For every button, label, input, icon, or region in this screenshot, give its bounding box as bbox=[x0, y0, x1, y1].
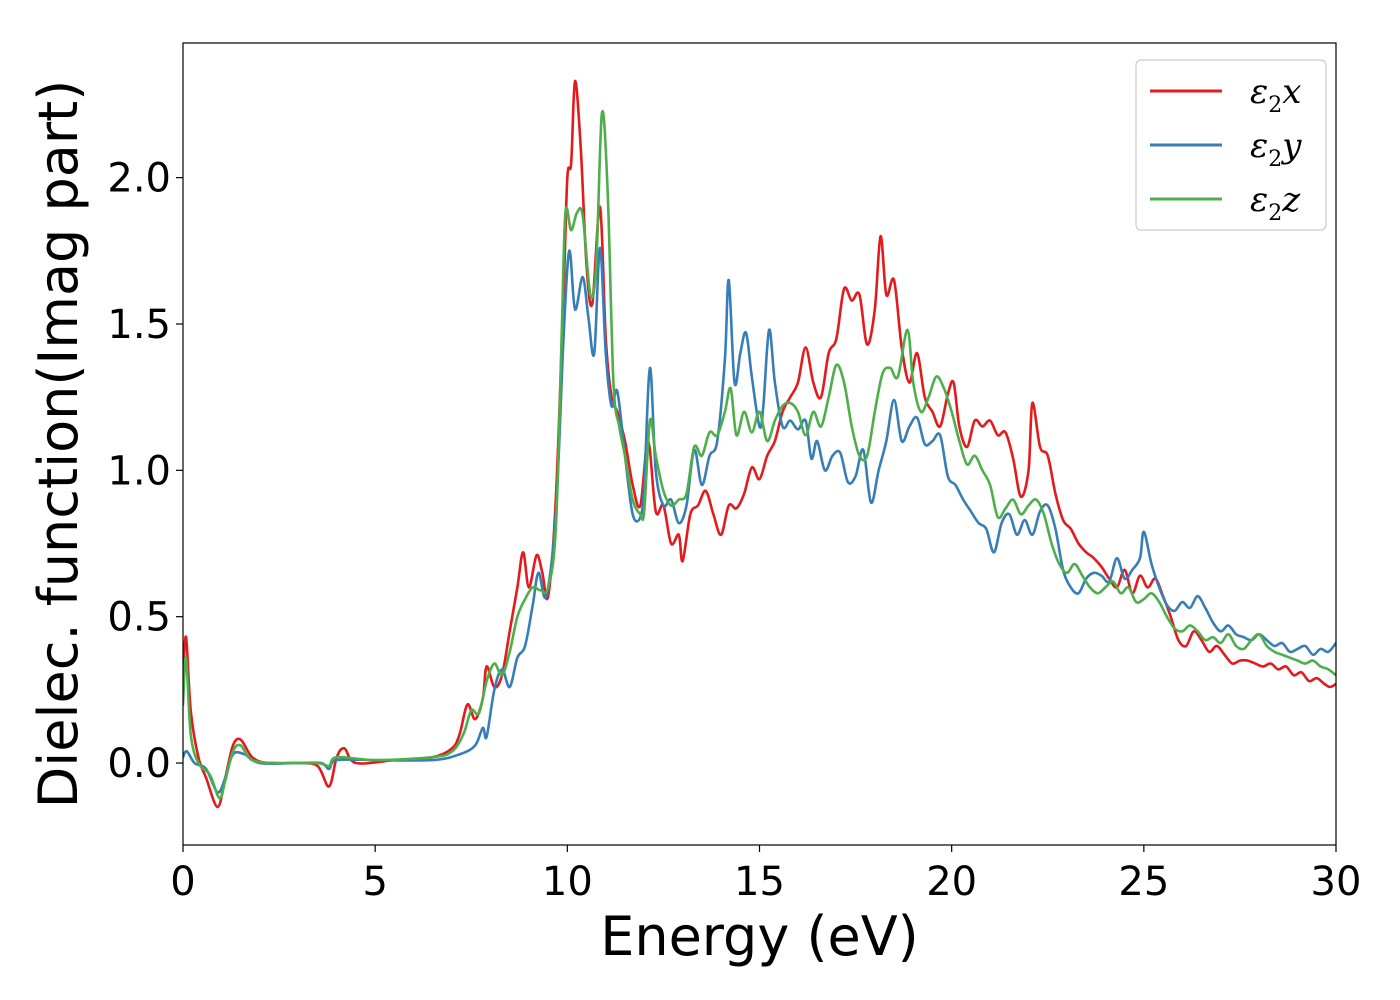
y-tick-label: 0.0 bbox=[107, 741, 171, 787]
y-axis-ticks: 0.0 0.5 1.0 1.5 2.0 bbox=[107, 156, 183, 787]
x-tick-label: 30 bbox=[1311, 859, 1362, 905]
y-tick-label: 0.5 bbox=[107, 595, 171, 641]
y-tick-label: 1.0 bbox=[107, 448, 171, 494]
x-tick-label: 10 bbox=[542, 859, 593, 905]
x-tick-label: 0 bbox=[170, 859, 195, 905]
legend: ε2x ε2y ε2z bbox=[1135, 59, 1327, 231]
x-tick-label: 20 bbox=[926, 859, 977, 905]
series-line-y bbox=[183, 246, 1336, 794]
legend-label-y: ε2y bbox=[1250, 126, 1302, 172]
x-axis-ticks: 0 5 10 15 20 25 30 bbox=[170, 845, 1361, 905]
legend-label-x: ε2x bbox=[1250, 72, 1301, 118]
x-tick-label: 15 bbox=[734, 859, 785, 905]
legend-label-z: ε2z bbox=[1250, 180, 1301, 226]
legend-box bbox=[1135, 59, 1327, 231]
x-tick-label: 5 bbox=[362, 859, 387, 905]
x-tick-label: 25 bbox=[1118, 859, 1169, 905]
series-layer bbox=[183, 79, 1336, 809]
y-axis-title: Dielec. function(Imag part) bbox=[27, 80, 90, 809]
y-tick-label: 2.0 bbox=[107, 156, 171, 202]
x-axis-title: Energy (eV) bbox=[600, 905, 919, 968]
series-line-z bbox=[183, 110, 1336, 800]
y-tick-label: 1.5 bbox=[107, 302, 171, 348]
